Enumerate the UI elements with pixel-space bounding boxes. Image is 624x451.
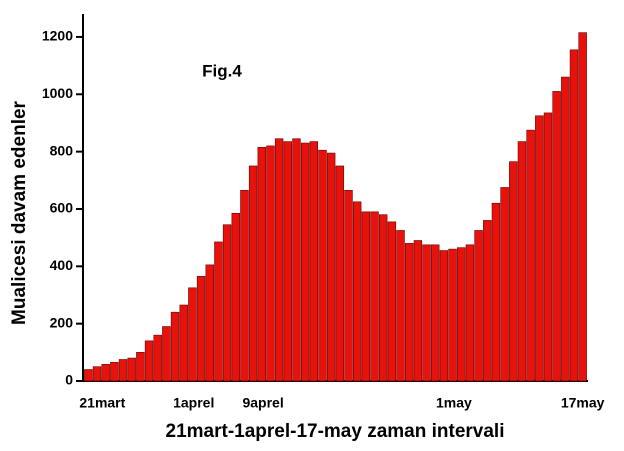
- bar: [257, 147, 266, 382]
- bar: [535, 115, 544, 382]
- bar: [405, 243, 414, 382]
- bar: [465, 244, 475, 382]
- bar: [378, 214, 388, 382]
- y-tick-label: 400: [50, 257, 74, 273]
- bar: [491, 202, 501, 382]
- y-tick-label: 800: [50, 142, 74, 158]
- bar: [318, 149, 327, 382]
- bar: [162, 326, 171, 382]
- bar: [439, 250, 449, 382]
- annotation: Fig.4: [202, 61, 242, 80]
- bar: [517, 141, 527, 382]
- x-tick-label: 21mart: [79, 395, 125, 411]
- bar: [188, 287, 197, 382]
- bar: [179, 304, 188, 382]
- y-tick-label: 1000: [42, 85, 73, 101]
- bar: [543, 112, 553, 382]
- x-tick-label: 9aprel: [242, 395, 283, 411]
- bar: [205, 264, 214, 382]
- bar: [448, 248, 457, 382]
- bar: [396, 230, 405, 382]
- bar: [127, 357, 136, 382]
- bar: [292, 138, 301, 382]
- bar: [370, 211, 379, 382]
- x-tick-label: 1aprel: [173, 395, 214, 411]
- bar: [222, 224, 232, 382]
- bar: [300, 142, 310, 382]
- bar: [578, 32, 587, 382]
- bar: [483, 220, 492, 382]
- y-tick-label: 600: [50, 200, 74, 216]
- bar: [144, 340, 154, 382]
- bar: [248, 165, 258, 382]
- bar: [196, 276, 206, 382]
- y-tick-label: 1200: [42, 28, 73, 44]
- bar: [153, 334, 162, 382]
- bar: [274, 138, 284, 382]
- bar: [231, 212, 240, 382]
- bar: [309, 141, 319, 382]
- bar: [214, 241, 223, 382]
- bar: [344, 190, 353, 382]
- bar: [136, 352, 145, 382]
- y-tick-label: 200: [50, 314, 74, 330]
- bar: [92, 366, 102, 382]
- bar: [422, 244, 431, 382]
- bar: [413, 240, 423, 382]
- bar: [240, 190, 249, 382]
- x-tick-label: 1may: [436, 395, 472, 411]
- y-tick-label: 0: [65, 372, 73, 388]
- x-tick-label: 17may: [561, 395, 605, 411]
- bar: [110, 362, 119, 382]
- bar: [561, 76, 570, 382]
- bar: [170, 311, 180, 382]
- bar: [474, 230, 483, 382]
- bar: [569, 49, 579, 382]
- bar: [101, 364, 110, 382]
- bar: [361, 211, 371, 382]
- bar: [431, 244, 440, 382]
- bar: [118, 359, 128, 382]
- bar: [457, 247, 466, 382]
- bar: [509, 161, 518, 382]
- x-axis-label: 21mart-1aprel-17-may zaman intervali: [166, 421, 505, 442]
- bar: [283, 141, 293, 382]
- y-axis-label: Mualicesi davam edenler: [9, 100, 30, 324]
- bar: [335, 165, 345, 382]
- bar: [352, 201, 362, 382]
- bar: [552, 91, 561, 382]
- bar: [500, 187, 509, 382]
- bar: [84, 369, 93, 382]
- bar: [266, 145, 275, 382]
- bar: [526, 129, 535, 382]
- bar: [326, 152, 336, 382]
- bar: [387, 221, 397, 382]
